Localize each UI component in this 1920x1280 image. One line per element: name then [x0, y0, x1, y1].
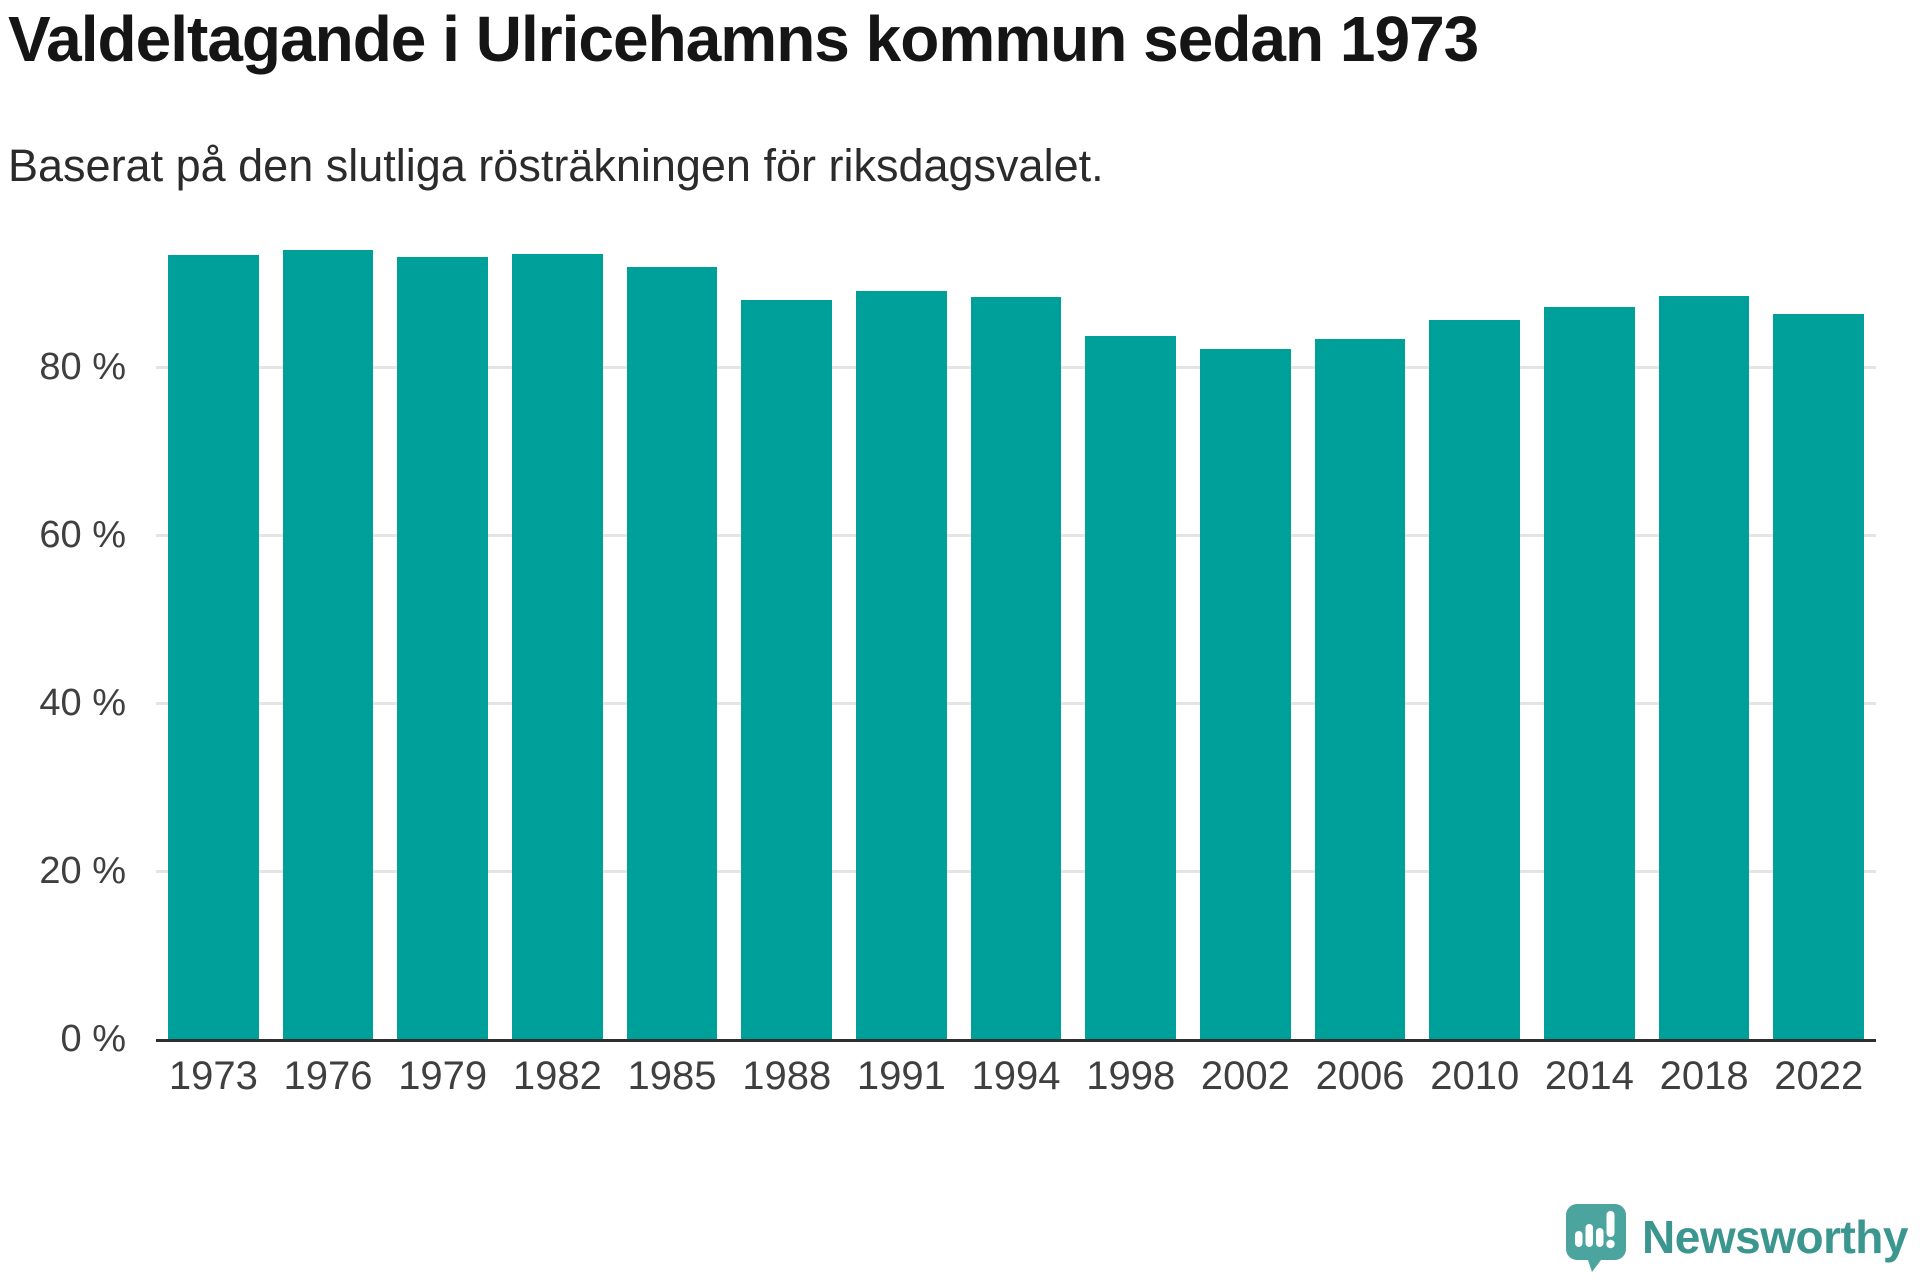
x-tick-label-1988: 1988 [742, 1054, 832, 1098]
bar-1985 [626, 267, 718, 1039]
bar-slot-2018 [1647, 199, 1762, 1039]
bar-2002 [1200, 348, 1291, 1039]
bar-1991 [856, 290, 947, 1039]
x-tick-label-2010: 2010 [1430, 1054, 1520, 1098]
chart-subtitle: Baserat på den slutliga rösträkningen fö… [8, 140, 1104, 191]
bar-slot-1979 [385, 199, 500, 1039]
x-axis: 1973 1976 1979 1982 1985 1988 1991 1994 1998 2002… [156, 1054, 1876, 1099]
y-tick-label-0: 0 % [60, 1018, 126, 1060]
x-tick-label-1976: 1976 [283, 1054, 373, 1098]
bar-1982 [512, 254, 603, 1039]
bar-slot-1991 [844, 199, 959, 1039]
x-tick-label-1979: 1979 [398, 1054, 488, 1098]
x-tick-label-1994: 1994 [971, 1054, 1061, 1098]
bar-slot-2014 [1532, 199, 1647, 1039]
page-title: Valdeltagande i Ulricehamns kommun sedan… [8, 3, 1479, 75]
x-tick-label-2018: 2018 [1659, 1054, 1749, 1098]
bar-slot-2022 [1761, 199, 1876, 1039]
x-tick-label-2014: 2014 [1544, 1054, 1634, 1098]
bar-slot-1973 [156, 199, 271, 1039]
x-tick-label-1985: 1985 [627, 1054, 717, 1098]
bar-2006 [1314, 339, 1406, 1039]
newsworthy-logo: Newsworthy [1564, 1202, 1908, 1272]
bar-slot-2010 [1417, 199, 1532, 1039]
x-tick-label-1998: 1998 [1086, 1054, 1176, 1098]
x-tick-label-1982: 1982 [512, 1054, 602, 1098]
x-tick-label-2006: 2006 [1315, 1054, 1405, 1098]
bar-slot-1988 [729, 199, 844, 1039]
bar-slot-1982 [500, 199, 615, 1039]
bar-1973 [168, 255, 259, 1039]
bar-series [156, 199, 1876, 1039]
bar-slot-1985 [615, 199, 730, 1039]
newsworthy-logo-text: Newsworthy [1642, 1211, 1908, 1263]
bar-2022 [1773, 314, 1865, 1039]
x-tick-label-1973: 1973 [168, 1054, 258, 1098]
y-tick-label-40: 40 % [39, 682, 126, 724]
x-tick-label-2002: 2002 [1200, 1054, 1290, 1098]
plot-area [156, 199, 1876, 1042]
bar-slot-2002 [1188, 199, 1303, 1039]
y-axis: 0 % 20 % 40 % 60 % 80 % [0, 199, 140, 1060]
x-tick-label-2022: 2022 [1774, 1054, 1864, 1098]
bar-1976 [282, 250, 374, 1039]
bar-slot-2006 [1303, 199, 1418, 1039]
bar-slot-1994 [959, 199, 1074, 1039]
bar-2010 [1429, 319, 1521, 1039]
bar-1994 [970, 297, 1062, 1039]
bar-slot-1998 [1073, 199, 1188, 1039]
bar-1998 [1085, 335, 1176, 1039]
newsworthy-bubble-chart-icon [1566, 1204, 1627, 1272]
y-tick-label-20: 20 % [39, 850, 126, 892]
y-tick-label-60: 60 % [39, 514, 126, 556]
y-tick-label-80: 80 % [39, 346, 126, 388]
bar-slot-1976 [271, 199, 386, 1039]
x-tick-label-1991: 1991 [856, 1054, 946, 1098]
bar-2018 [1658, 296, 1750, 1039]
bar-2014 [1544, 306, 1635, 1039]
bar-1988 [741, 299, 832, 1039]
bar-1979 [397, 256, 488, 1039]
